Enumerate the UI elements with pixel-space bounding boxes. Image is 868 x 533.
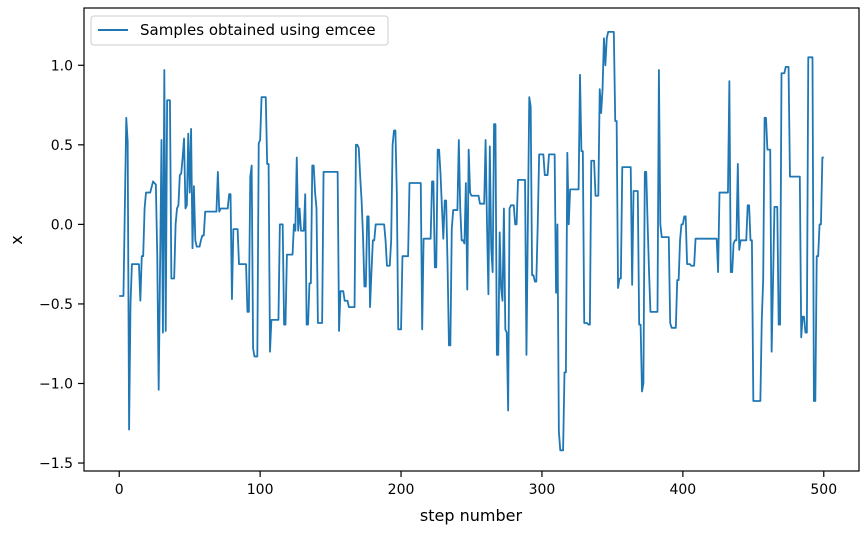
x-tick-label: 100 (247, 482, 274, 498)
legend-label: Samples obtained using emcee (140, 21, 376, 39)
x-tick-label: 400 (669, 482, 696, 498)
x-axis-ticks: 0 100 200 300 400 500 (115, 471, 837, 498)
y-axis-label: x (7, 235, 26, 244)
y-tick-label: 1.0 (51, 58, 73, 74)
y-tick-label: −0.5 (39, 297, 73, 313)
series-layer (119, 30, 824, 452)
series-line-0 (119, 30, 824, 452)
x-tick-label: 200 (388, 482, 415, 498)
plot-frame (83, 7, 860, 472)
legend-box (90, 15, 389, 46)
x-axis-label: step number (420, 506, 523, 525)
x-tick-label: 500 (810, 482, 837, 498)
y-axis-ticks: −1.5 −1.0 −0.5 0.0 0.5 1.0 (39, 58, 84, 472)
x-tick-label: 300 (529, 482, 556, 498)
x-tick-label: 0 (115, 482, 124, 498)
y-tick-label: −1.0 (39, 376, 73, 392)
legend: Samples obtained using emcee (90, 15, 389, 46)
y-tick-label: −1.5 (39, 456, 73, 472)
y-tick-label: 0.0 (51, 217, 73, 233)
y-tick-label: 0.5 (51, 138, 73, 154)
